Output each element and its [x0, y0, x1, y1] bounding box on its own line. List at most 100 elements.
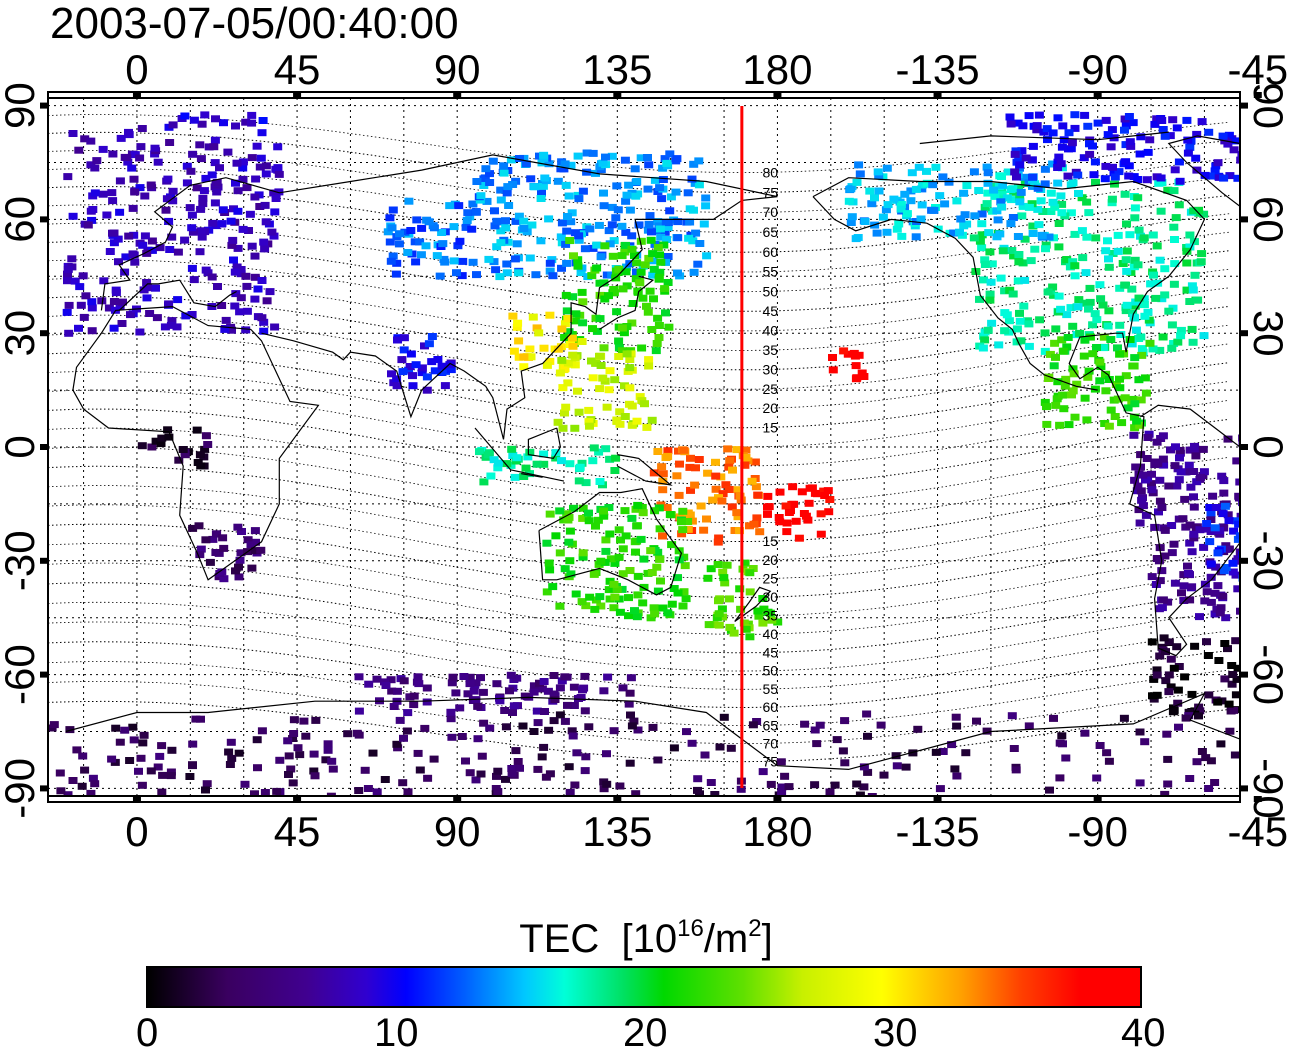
tec-point-canada-arctic	[1170, 166, 1180, 174]
tec-point-alaska-canada	[995, 230, 1005, 238]
tec-point-europe	[231, 122, 240, 130]
tec-point-siberia-east	[695, 240, 705, 247]
tec-point-central-america	[1135, 421, 1145, 429]
tec-point-north-america	[1000, 327, 1010, 335]
tec-point-south-ocean	[549, 690, 559, 698]
tec-point-alaska-canada	[952, 197, 962, 205]
tec-point-europe	[152, 314, 162, 322]
tec-point-north-america	[1160, 291, 1170, 299]
tec-point-north-america	[1033, 205, 1043, 213]
tec-point-north-america	[1066, 181, 1076, 189]
coastline-segment	[812, 177, 1240, 657]
tec-point-europe	[230, 302, 240, 310]
tec-point-north-america	[1134, 294, 1144, 302]
tec-point-canada-arctic	[1182, 116, 1192, 124]
tec-point-east-asia	[569, 252, 578, 260]
tec-point-south-america-north	[1166, 446, 1175, 454]
tec-point-antarctica	[479, 719, 489, 727]
tec-point-fiji-tonga	[794, 534, 804, 542]
tec-point-antarctica	[80, 766, 90, 774]
tec-point-south-america-north	[1192, 478, 1202, 486]
tec-point-siberia-east	[625, 206, 635, 214]
tec-point-new-zealand	[717, 605, 727, 613]
tec-point-indonesia	[565, 460, 575, 468]
tec-point-south-ocean	[463, 690, 473, 698]
tec-point-philippines	[560, 409, 569, 417]
tec-point-north-america	[1057, 200, 1067, 208]
magnetic-latitude-contour	[48, 408, 1230, 486]
tec-point-siberia-east	[673, 269, 682, 277]
tec-point-south-ocean	[476, 674, 485, 682]
coastline-segment	[474, 427, 565, 482]
tec-point-europe	[250, 252, 260, 260]
tec-point-australia	[636, 535, 646, 543]
left-tick	[40, 330, 48, 337]
tec-point-siberia-east	[605, 240, 615, 248]
tec-point-north-america	[1156, 207, 1166, 215]
tec-point-hawaii	[828, 366, 838, 374]
tec-point-north-america	[1144, 316, 1154, 324]
tec-point-antarctica	[227, 754, 237, 762]
colorbar-title: TEC [1016/m2]	[0, 905, 1292, 963]
tec-point-antarctica	[328, 765, 338, 773]
tec-point-north-america	[987, 260, 997, 268]
tec-point-antarctica	[309, 750, 319, 758]
tec-point-south-america-mid	[1155, 577, 1165, 585]
tec-point-philippines	[598, 374, 608, 382]
left-lat-label: 30	[0, 310, 43, 357]
tec-point-australia	[624, 612, 633, 620]
tec-point-east-asia	[571, 310, 581, 318]
tec-point-east-asia	[619, 329, 629, 337]
tec-point-antarctica	[1095, 742, 1105, 749]
tec-point-australia	[577, 598, 587, 606]
tec-point-central-america	[1058, 391, 1067, 399]
magnetic-latitude-label: 75	[763, 753, 779, 769]
tec-point-australia	[581, 602, 591, 610]
tec-point-alaska-canada	[990, 192, 1000, 200]
tec-point-siberia-east	[611, 214, 621, 222]
tec-point-hawaii	[828, 354, 837, 361]
left-tick	[40, 444, 48, 450]
tec-point-antarctica	[289, 730, 299, 737]
tec-point-africa-west	[151, 437, 161, 445]
tec-point-south-ocean	[495, 697, 505, 705]
tec-point-antarctica	[299, 717, 309, 725]
right-tick	[1240, 102, 1248, 109]
tec-point-north-america	[1118, 260, 1128, 267]
right-tick	[1240, 330, 1248, 337]
tec-point-central-america	[1042, 403, 1051, 411]
tec-point-australia	[544, 559, 554, 567]
tec-point-antarctica	[420, 724, 430, 732]
tec-point-north-america	[1054, 220, 1064, 227]
tec-point-south-america-north	[1264, 486, 1273, 493]
tec-point-siberia-east	[653, 188, 663, 195]
tec-point-brazil-coast	[1229, 527, 1239, 535]
tec-point-siberia-east	[545, 267, 555, 275]
tec-point-south-america-north	[1280, 502, 1289, 509]
tec-point-europe	[198, 194, 208, 202]
tec-point-east-asia	[631, 275, 641, 283]
coastline-segment	[734, 586, 772, 622]
tec-point-antarctica	[518, 722, 528, 730]
tec-point-alaska-canada	[1013, 233, 1023, 240]
tec-point-south-ocean	[560, 673, 570, 681]
magnetic-latitude-label: 30	[763, 361, 779, 377]
tec-point-south-america-mid	[1169, 540, 1179, 548]
tec-point-north-america	[1127, 340, 1137, 348]
tec-point-brazil-coast	[1213, 549, 1223, 557]
tec-point-south-america-north	[1137, 496, 1147, 504]
tec-point-antarctica	[627, 722, 637, 730]
tec-point-canada-arctic	[1219, 174, 1229, 182]
tec-point-south-america-mid	[1167, 549, 1177, 557]
coastline-segment	[919, 131, 1169, 145]
tec-point-patagonia	[1148, 692, 1157, 700]
tec-point-south-america-mid	[1160, 526, 1170, 534]
tec-point-canada-arctic	[1010, 168, 1020, 176]
tec-point-siberia-east	[530, 183, 540, 191]
tec-point-north-america	[1137, 345, 1147, 353]
tec-point-central-america	[1145, 339, 1155, 347]
tec-point-canada-arctic	[1258, 178, 1267, 185]
tec-point-east-asia	[655, 268, 665, 276]
tec-point-australia	[584, 517, 594, 525]
tec-point-north-america	[983, 189, 993, 197]
